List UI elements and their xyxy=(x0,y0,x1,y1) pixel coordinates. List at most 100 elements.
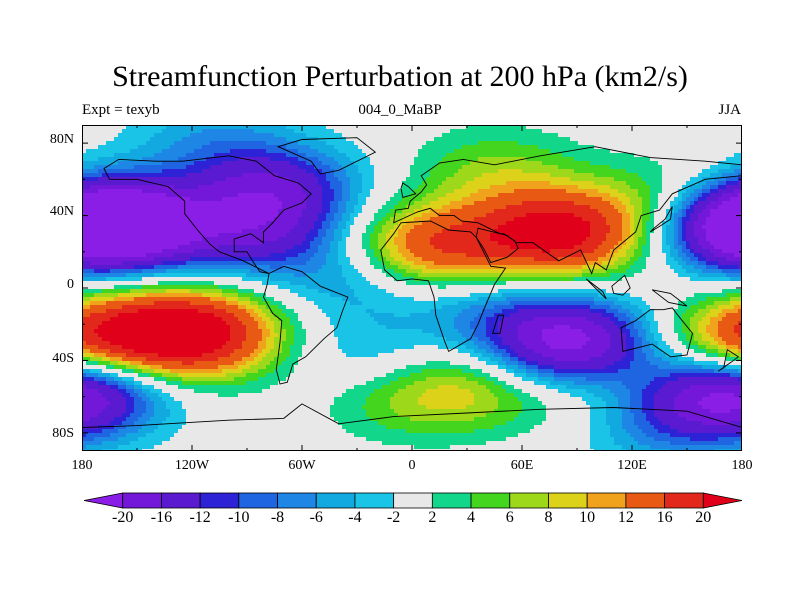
contour-cell xyxy=(386,149,391,154)
contour-cell xyxy=(426,185,431,190)
contour-cell xyxy=(118,237,123,242)
contour-cell xyxy=(338,129,343,134)
contour-cell xyxy=(222,173,227,178)
contour-cell xyxy=(430,205,435,210)
contour-cell xyxy=(646,205,651,210)
contour-cell xyxy=(278,205,283,210)
contour-cell xyxy=(718,221,723,226)
contour-cell xyxy=(306,169,311,174)
contour-cell xyxy=(354,129,359,134)
contour-cell xyxy=(298,165,303,170)
contour-cell xyxy=(706,205,711,210)
contour-cell xyxy=(342,209,347,214)
contour-cell xyxy=(186,229,191,234)
contour-cell xyxy=(114,145,119,150)
contour-cell xyxy=(710,189,715,194)
contour-cell xyxy=(558,133,563,138)
contour-cell xyxy=(374,173,379,178)
contour-cell xyxy=(578,129,583,134)
contour-cell xyxy=(550,201,555,206)
contour-cell xyxy=(222,193,227,198)
contour-cell xyxy=(666,129,671,134)
contour-cell xyxy=(430,157,435,162)
contour-cell xyxy=(554,185,559,190)
contour-cell xyxy=(158,153,163,158)
contour-cell xyxy=(390,145,395,150)
contour-cell xyxy=(386,201,391,206)
contour-cell xyxy=(346,145,351,150)
contour-cell xyxy=(138,157,143,162)
contour-cell xyxy=(502,217,507,222)
contour-cell xyxy=(314,169,319,174)
contour-cell xyxy=(178,241,183,246)
contour-cell xyxy=(502,141,507,146)
contour-cell xyxy=(466,241,471,246)
contour-cell xyxy=(658,165,663,170)
contour-cell xyxy=(646,189,651,194)
contour-cell xyxy=(134,145,139,150)
contour-cell xyxy=(482,165,487,170)
contour-cell xyxy=(590,133,595,138)
contour-cell xyxy=(694,149,699,154)
contour-cell xyxy=(298,173,303,178)
contour-cell xyxy=(322,157,327,162)
contour-cell xyxy=(614,157,619,162)
contour-cell xyxy=(710,225,715,230)
contour-cell xyxy=(714,169,719,174)
contour-cell xyxy=(418,129,423,134)
contour-cell xyxy=(470,241,475,246)
contour-cell xyxy=(270,169,275,174)
contour-cell xyxy=(254,145,259,150)
contour-cell xyxy=(102,245,107,250)
contour-cell xyxy=(590,225,595,230)
contour-cell xyxy=(230,229,235,234)
contour-cell xyxy=(350,221,355,226)
contour-cell xyxy=(98,245,103,250)
contour-cell xyxy=(666,185,671,190)
contour-cell xyxy=(690,177,695,182)
contour-cell xyxy=(310,185,315,190)
contour-cell xyxy=(442,225,447,230)
contour-cell xyxy=(602,201,607,206)
contour-cell xyxy=(130,149,135,154)
contour-cell xyxy=(654,133,659,138)
contour-cell xyxy=(198,181,203,186)
contour-cell xyxy=(622,157,627,162)
contour-cell xyxy=(354,137,359,142)
contour-cell xyxy=(154,209,159,214)
contour-cell xyxy=(82,181,87,186)
contour-cell xyxy=(414,129,419,134)
contour-cell xyxy=(322,133,327,138)
contour-cell xyxy=(554,137,559,142)
contour-cell xyxy=(594,169,599,174)
contour-cell xyxy=(530,213,535,218)
contour-cell xyxy=(674,153,679,158)
contour-cell xyxy=(338,161,343,166)
contour-cell xyxy=(90,173,95,178)
contour-cell xyxy=(642,153,647,158)
contour-cell xyxy=(622,225,627,230)
contour-cell xyxy=(406,217,411,222)
contour-cell xyxy=(258,125,263,130)
contour-cell xyxy=(262,141,267,146)
contour-cell xyxy=(454,221,459,226)
contour-cell xyxy=(490,177,495,182)
contour-cell xyxy=(410,213,415,218)
contour-cell xyxy=(318,181,323,186)
contour-cell xyxy=(82,229,87,234)
contour-cell xyxy=(102,129,107,134)
contour-cell xyxy=(422,145,427,150)
contour-cell xyxy=(382,177,387,182)
contour-cell xyxy=(514,177,519,182)
contour-cell xyxy=(642,209,647,214)
contour-cell xyxy=(590,233,595,238)
contour-cell xyxy=(534,241,539,246)
contour-cell xyxy=(402,237,407,242)
contour-cell xyxy=(222,153,227,158)
contour-cell xyxy=(698,241,703,246)
contour-cell xyxy=(454,165,459,170)
contour-cell xyxy=(182,181,187,186)
contour-cell xyxy=(314,129,319,134)
contour-cell xyxy=(234,229,239,234)
contour-cell xyxy=(686,233,691,238)
